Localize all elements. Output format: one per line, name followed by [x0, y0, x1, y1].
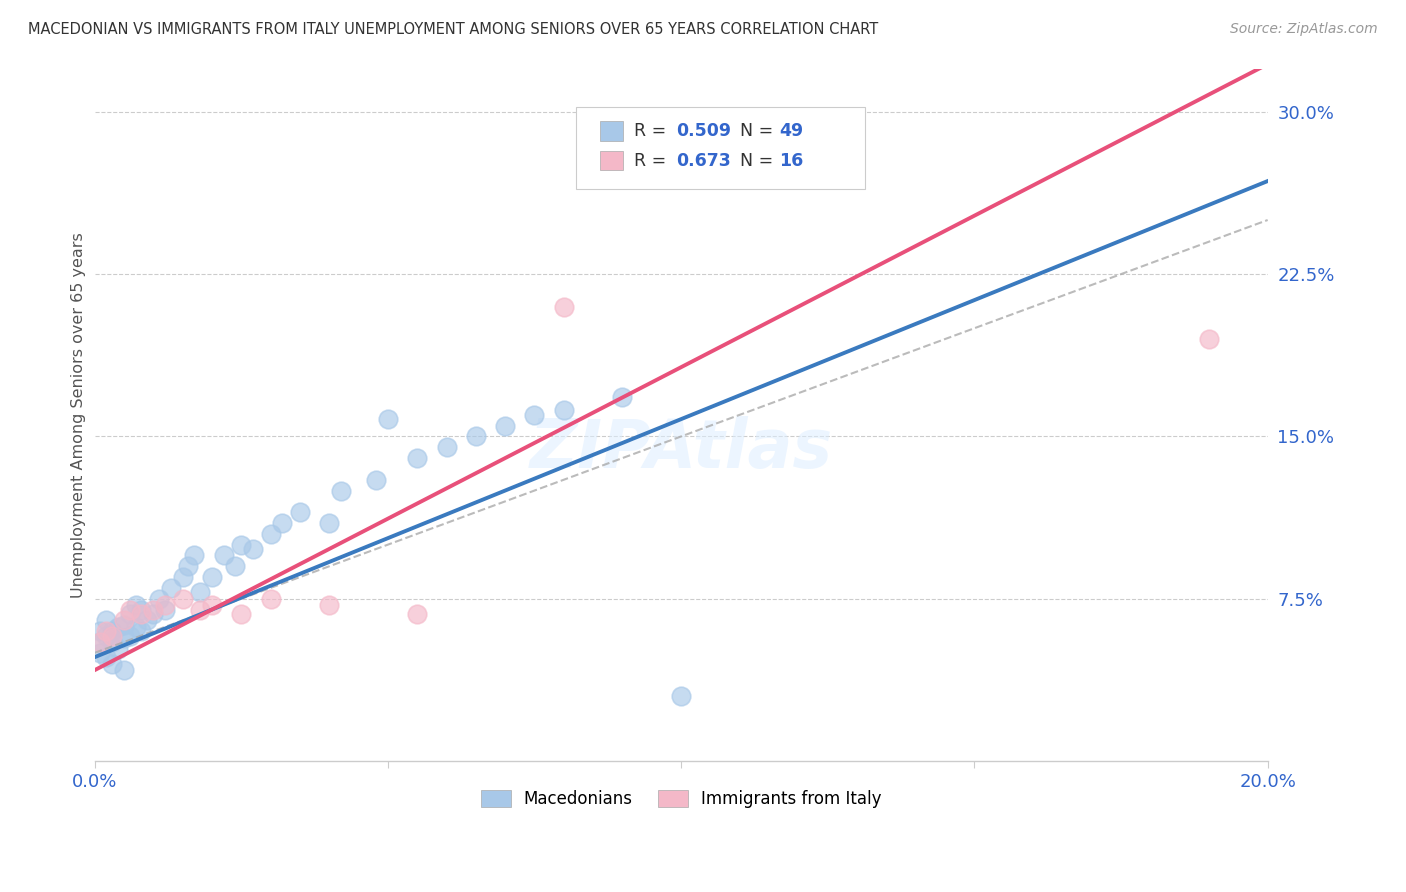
Point [112, 631, 135, 645]
Point [112, 614, 135, 628]
Point [89, 646, 111, 660]
Point [172, 570, 194, 584]
Point [259, 526, 281, 541]
Point [131, 607, 153, 621]
Point [436, 440, 458, 454]
Point [96, 614, 118, 628]
Point [153, 602, 176, 616]
Point [118, 607, 141, 621]
Point [231, 538, 253, 552]
Text: 0.673: 0.673 [676, 152, 731, 169]
Point [188, 585, 211, 599]
Point [136, 614, 159, 628]
Text: R =: R = [634, 152, 672, 169]
Point [553, 403, 575, 417]
Legend: Macedonians, Immigrants from Italy: Macedonians, Immigrants from Italy [474, 783, 889, 815]
Point [464, 429, 486, 443]
Text: 0.509: 0.509 [676, 122, 731, 140]
Point [89, 635, 111, 649]
Y-axis label: Unemployment Among Seniors over 65 years: Unemployment Among Seniors over 65 years [72, 232, 86, 598]
Text: ZIPAtlas: ZIPAtlas [530, 417, 832, 483]
Point [406, 451, 429, 466]
Point [118, 602, 141, 616]
Point [131, 602, 153, 616]
Point [329, 483, 352, 498]
Point [96, 650, 118, 665]
Point [142, 607, 165, 621]
Point [224, 559, 246, 574]
Point [131, 624, 153, 639]
Point [89, 624, 111, 639]
Point [406, 607, 429, 621]
Point [101, 657, 124, 671]
Point [288, 505, 311, 519]
Point [112, 663, 135, 677]
Point [553, 300, 575, 314]
Text: N =: N = [740, 122, 779, 140]
Text: 16: 16 [779, 152, 803, 169]
Point [494, 418, 516, 433]
Text: Source: ZipAtlas.com: Source: ZipAtlas.com [1230, 22, 1378, 37]
Point [101, 635, 124, 649]
Point [231, 607, 253, 621]
Point [259, 591, 281, 606]
Point [366, 473, 388, 487]
Point [159, 581, 181, 595]
Point [212, 549, 235, 563]
Point [177, 559, 200, 574]
Point [271, 516, 294, 530]
Point [148, 591, 170, 606]
Point [96, 624, 118, 639]
Point [523, 408, 546, 422]
Point [101, 624, 124, 639]
Point [669, 689, 692, 703]
Point [101, 629, 124, 643]
Point [183, 549, 205, 563]
Point [188, 602, 211, 616]
Point [124, 599, 146, 613]
Point [377, 412, 399, 426]
Point [107, 620, 129, 634]
Point [153, 599, 176, 613]
Point [242, 541, 264, 556]
Point [201, 599, 224, 613]
Text: 49: 49 [779, 122, 803, 140]
Point [107, 641, 129, 656]
Point [118, 629, 141, 643]
Point [96, 629, 118, 643]
Text: N =: N = [740, 152, 779, 169]
Point [112, 617, 135, 632]
Point [1198, 332, 1220, 346]
Point [172, 591, 194, 606]
Text: MACEDONIAN VS IMMIGRANTS FROM ITALY UNEMPLOYMENT AMONG SENIORS OVER 65 YEARS COR: MACEDONIAN VS IMMIGRANTS FROM ITALY UNEM… [28, 22, 879, 37]
Point [318, 516, 340, 530]
Point [142, 602, 165, 616]
Point [89, 635, 111, 649]
Point [201, 570, 224, 584]
Point [124, 620, 146, 634]
Text: R =: R = [634, 122, 672, 140]
Point [318, 599, 340, 613]
Point [612, 391, 634, 405]
